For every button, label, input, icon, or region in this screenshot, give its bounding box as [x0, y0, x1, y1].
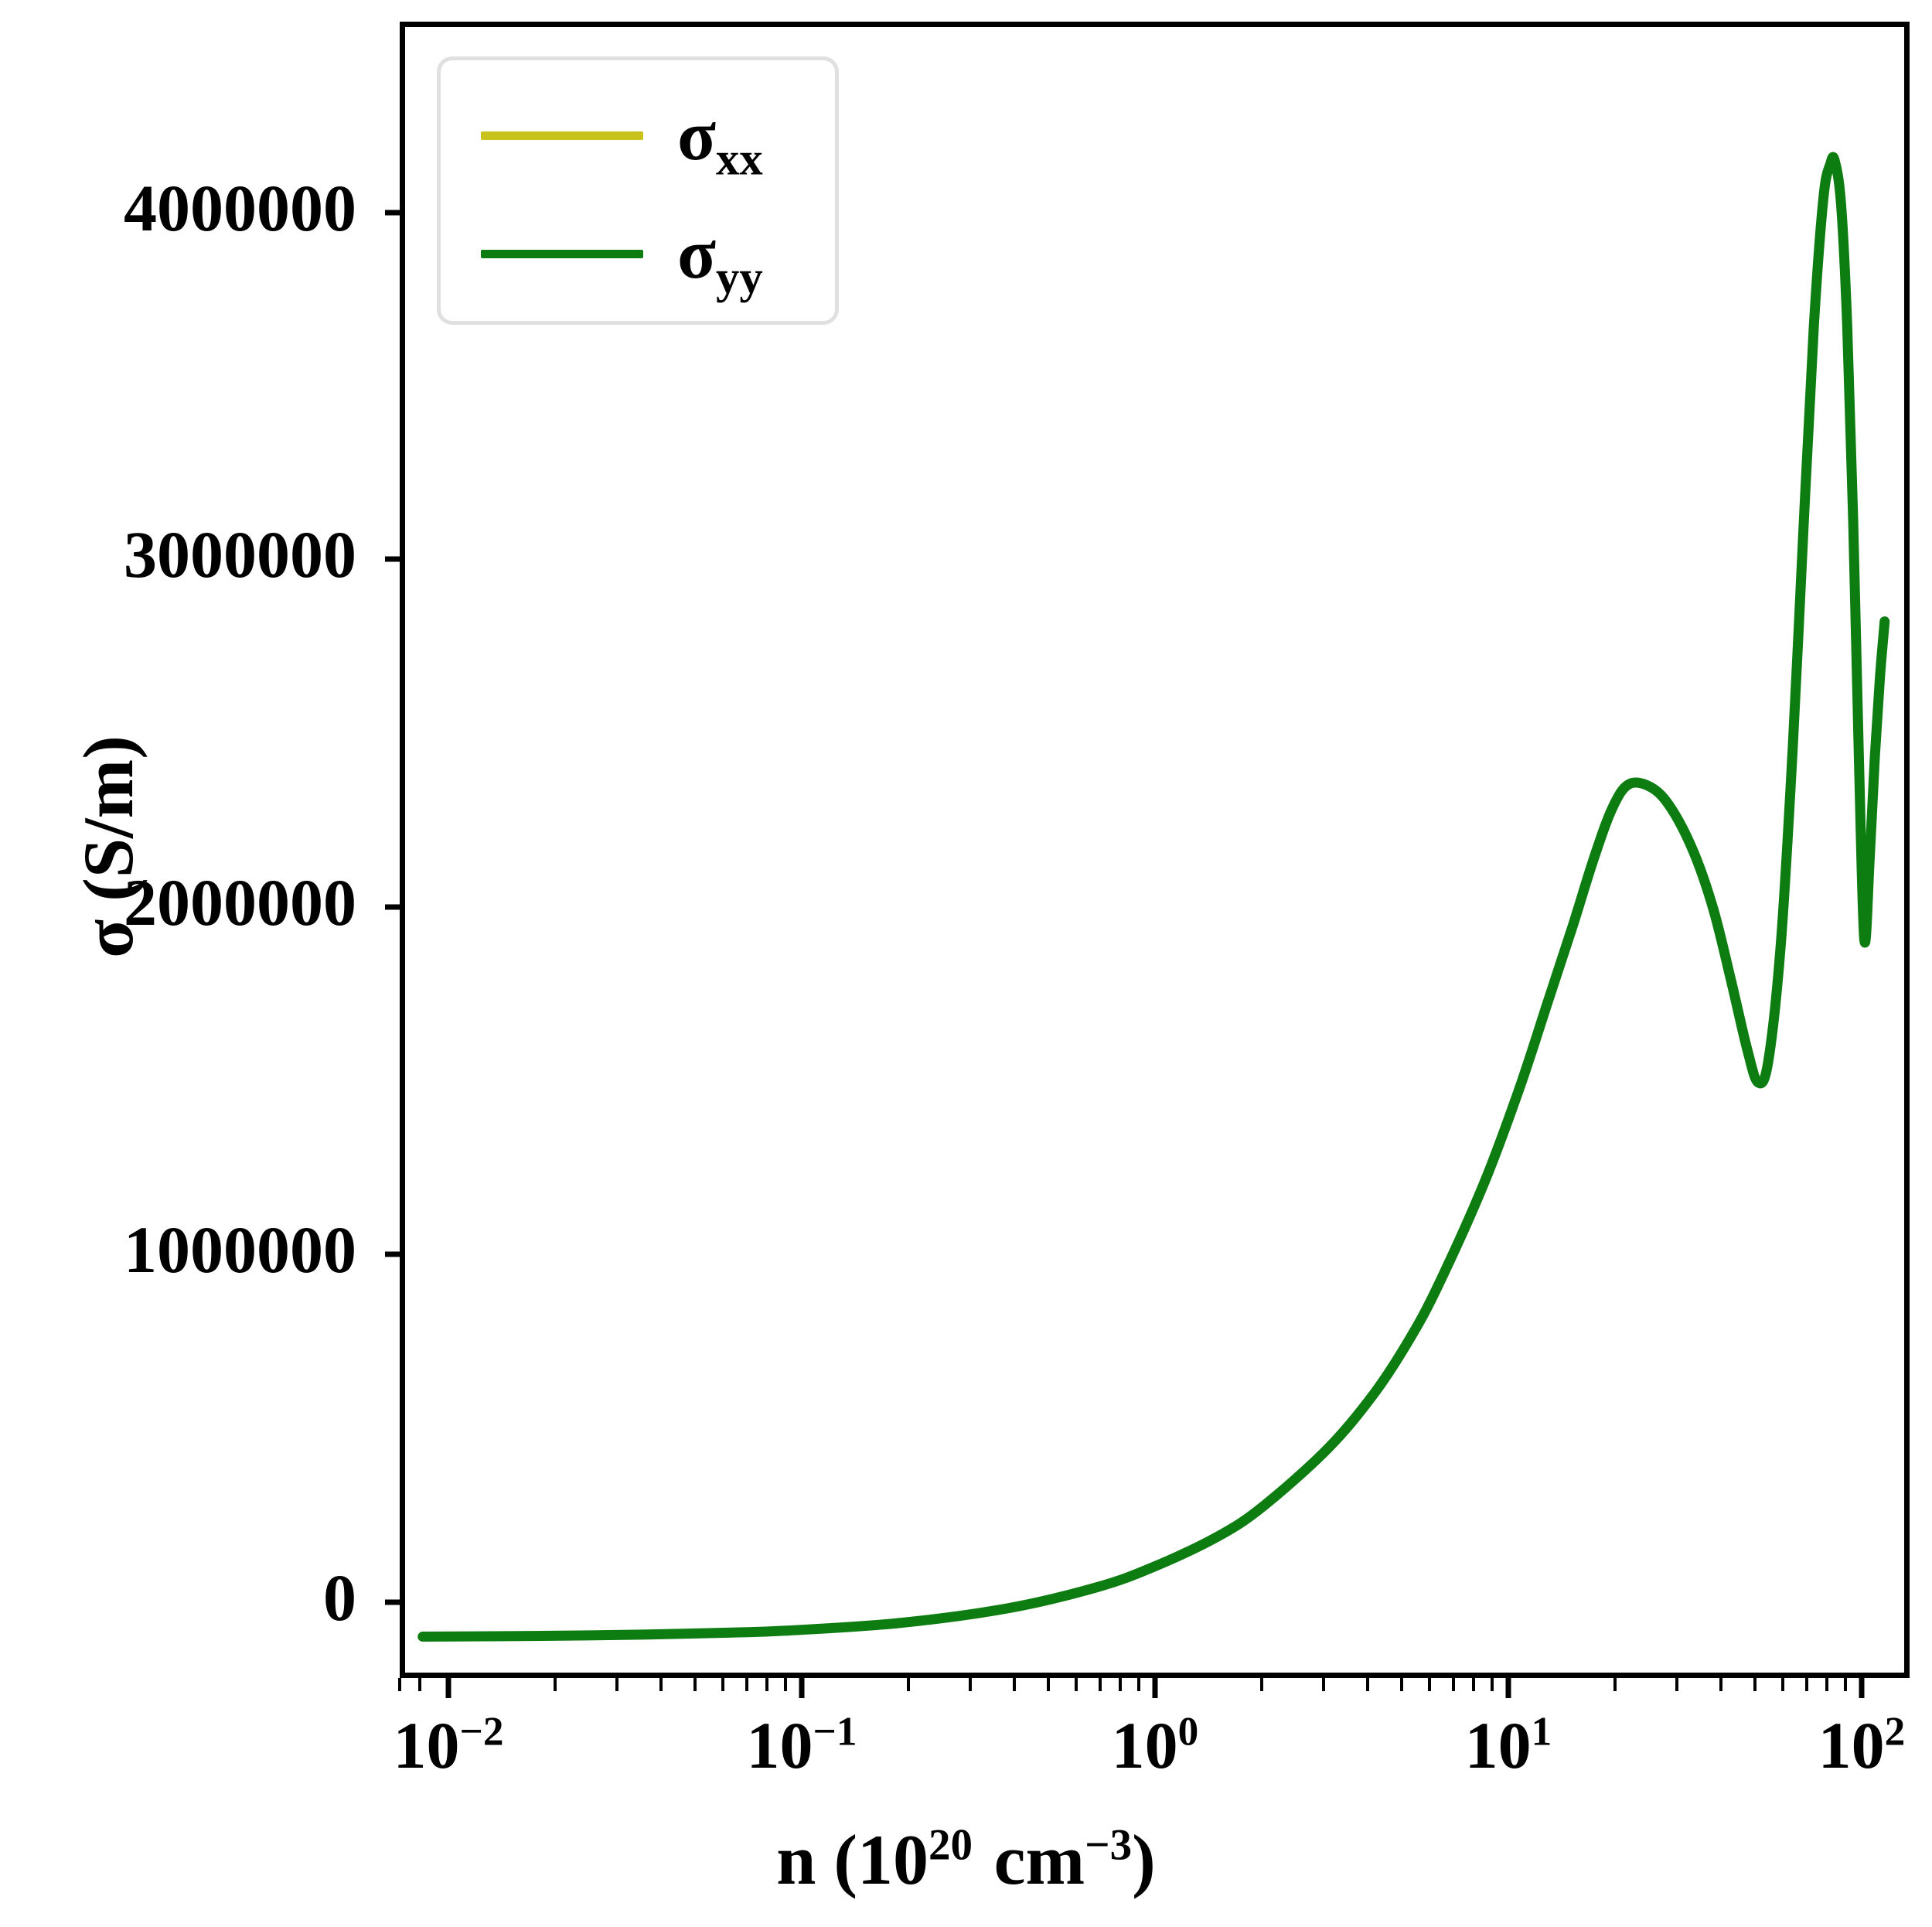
legend-swatch-sigma-xx — [481, 131, 643, 140]
legend-label-sigma-xx: σxx — [677, 100, 763, 182]
y-tick-label: 4000000 — [124, 171, 356, 245]
legend-label-base: σ — [677, 214, 717, 293]
x-tick-mantissa: 10 — [1818, 1708, 1885, 1782]
x-tick-mantissa: 10 — [746, 1708, 813, 1782]
x-tick-mantissa: 10 — [1464, 1708, 1532, 1782]
x-axis-title-exponent-2: −3 — [1085, 1820, 1133, 1870]
legend-swatch-sigma-yy — [481, 249, 643, 258]
x-tick-mantissa: 10 — [393, 1708, 460, 1782]
x-axis-title-suffix: ) — [1132, 1820, 1156, 1899]
legend-label-subscript: xx — [716, 133, 763, 186]
x-tick-exponent: 0 — [1177, 1707, 1199, 1755]
y-axis-title-wrap: σ (S/m) — [62, 151, 155, 1543]
y-tick-label: 3000000 — [124, 517, 356, 592]
legend-label-subscript: yy — [716, 251, 763, 304]
x-major-ticks — [445, 1678, 1865, 1698]
legend-item-sigma-yy: σyy — [441, 218, 835, 301]
y-tick-label: 1000000 — [124, 1212, 356, 1287]
x-axis-title-prefix: n (10 — [776, 1820, 929, 1899]
x-tick-exponent: −1 — [813, 1707, 857, 1755]
x-tick-exponent: −2 — [459, 1707, 504, 1755]
y-tick-label: 2000000 — [124, 865, 356, 940]
legend-item-sigma-xx: σxx — [441, 100, 835, 182]
legend-label-sigma-yy: σyy — [677, 218, 763, 301]
y-axis-title: σ (S/m) — [69, 735, 148, 958]
x-tick-mantissa: 10 — [1111, 1708, 1178, 1782]
x-minor-ticks — [398, 1678, 1847, 1691]
x-tick-label: 10−2 — [332, 1710, 564, 1780]
legend-label-base: σ — [677, 96, 717, 175]
x-tick-label: 101 — [1392, 1710, 1624, 1780]
x-tick-label: 10−1 — [686, 1710, 918, 1780]
x-axis-title: n (1020 cm−3) — [0, 1819, 1932, 1901]
x-tick-label: 100 — [1039, 1710, 1271, 1780]
x-tick-exponent: 1 — [1531, 1707, 1552, 1755]
y-tick-label: 0 — [323, 1560, 356, 1635]
x-axis-title-exponent-1: 20 — [929, 1820, 973, 1870]
x-axis-title-mid: cm — [993, 1820, 1085, 1899]
x-tick-label: 102 — [1746, 1710, 1932, 1780]
x-tick-exponent: 2 — [1884, 1707, 1906, 1755]
legend: σxx σyy — [437, 56, 839, 325]
y-major-ticks — [385, 210, 400, 1605]
